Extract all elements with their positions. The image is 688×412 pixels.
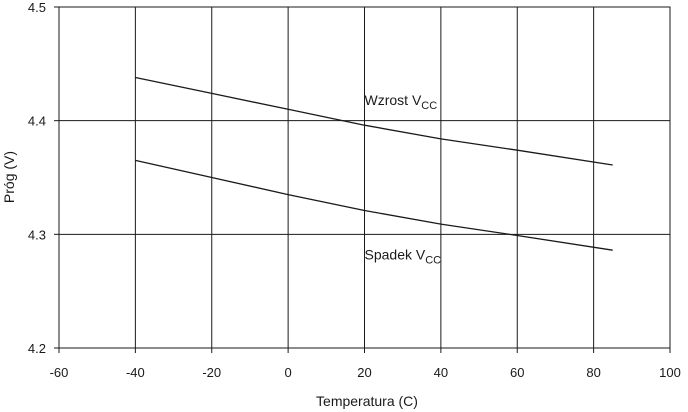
y-tick-label: 4.2 — [28, 341, 46, 356]
y-axis-title: Próg (V) — [1, 151, 17, 203]
x-tick-label: 40 — [434, 365, 448, 380]
grid-lines — [59, 7, 670, 348]
x-tick-label: -40 — [126, 365, 145, 380]
x-tick-label: 80 — [586, 365, 600, 380]
axis-ticks: -60 -40 -20 0 20 40 60 80 100 4.2 4.3 4.4 4.5 — [28, 0, 681, 380]
y-tick-label: 4.4 — [28, 114, 46, 129]
series-labels: Wzrost VCC Spadek VCC — [365, 92, 442, 267]
x-tick-label: 100 — [659, 365, 681, 380]
series-line-spadek-vcc — [135, 159, 613, 251]
x-tick-label: -60 — [50, 365, 69, 380]
x-axis-title: Temperatura (C) — [316, 393, 418, 409]
x-tick-label: 0 — [285, 365, 292, 380]
x-tick-label: 20 — [357, 365, 371, 380]
x-tick-label: -20 — [202, 365, 221, 380]
y-tick-label: 4.5 — [28, 0, 46, 15]
series-label-wzrost-vcc: Wzrost VCC — [365, 92, 438, 112]
series-label-spadek-vcc: Spadek VCC — [365, 246, 442, 266]
series-line-wzrost-vcc — [135, 76, 613, 166]
x-tick-label: 60 — [510, 365, 524, 380]
y-tick-label: 4.3 — [28, 227, 46, 242]
series-lines — [135, 76, 613, 251]
